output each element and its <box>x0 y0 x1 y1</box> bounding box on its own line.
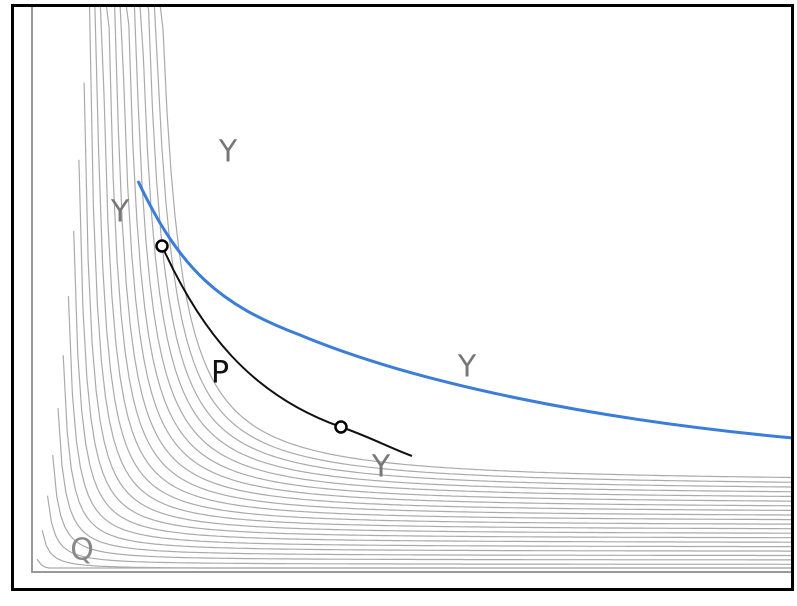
level-curve <box>67 296 791 548</box>
level-curve <box>153 7 791 483</box>
level-curve <box>73 230 791 543</box>
level-curve <box>105 7 791 516</box>
level-curve <box>99 7 791 521</box>
level-curve <box>46 495 791 565</box>
level-curve <box>88 7 791 530</box>
level-curve <box>52 454 791 561</box>
level-curve <box>159 7 791 479</box>
level-curve <box>78 159 791 539</box>
level-curve <box>94 7 791 525</box>
label: P <box>211 356 229 391</box>
label: Y <box>457 350 477 385</box>
level-curve <box>83 82 791 534</box>
level-curve <box>114 7 791 511</box>
level-curve <box>147 7 791 488</box>
curve-family <box>36 7 791 569</box>
label: Y <box>371 450 391 485</box>
point <box>155 239 169 253</box>
level-curve <box>57 407 791 557</box>
level-curve <box>139 7 791 493</box>
level-curve <box>41 530 791 569</box>
level-curve <box>133 7 791 498</box>
frame <box>11 4 794 591</box>
envelope-curve <box>136 180 794 440</box>
label: Y <box>218 135 238 170</box>
point <box>334 420 348 434</box>
level-curve <box>119 7 791 507</box>
level-curve <box>125 7 791 502</box>
path-curve <box>161 245 413 457</box>
label: Y <box>110 195 130 230</box>
label: Q <box>70 533 94 568</box>
level-curve <box>62 355 791 552</box>
